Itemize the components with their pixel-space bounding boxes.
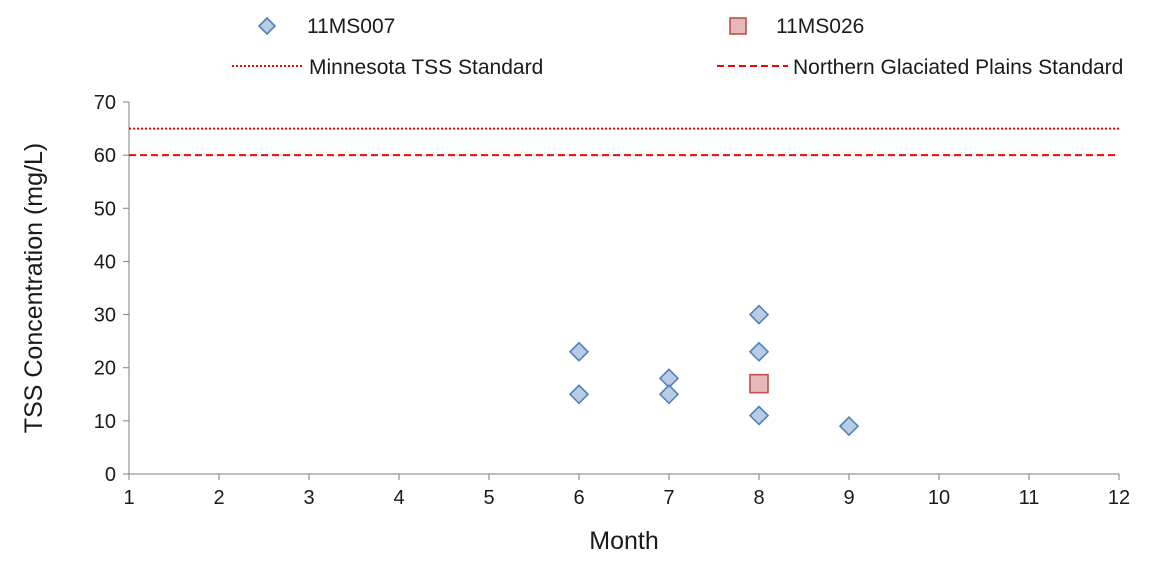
legend-label-11ms026: 11MS026 — [776, 15, 864, 38]
data-point-11ms007 — [568, 384, 590, 405]
x-tick-label: 11 — [1019, 487, 1040, 509]
y-tick-label: 50 — [94, 198, 116, 220]
y-tick-label: 20 — [94, 358, 116, 380]
y-tick-label: 10 — [94, 411, 116, 433]
legend-item-northern-glaciated-plains-standard: Northern Glaciated Plains Standard — [717, 56, 1123, 79]
legend-label-ngp: Northern Glaciated Plains Standard — [793, 56, 1123, 79]
y-axis-title: TSS Concentration (mg/L) — [20, 143, 48, 433]
x-tick-label: 6 — [573, 487, 584, 509]
data-point-11ms007 — [748, 341, 770, 362]
y-tick-label: 0 — [105, 464, 116, 486]
legend-label-minnesota: Minnesota TSS Standard — [309, 56, 543, 79]
y-ticks: 0 10 20 30 40 50 60 70 — [94, 92, 129, 486]
legend: 11MS007 11MS026 Minnesota TSS Standard N… — [232, 15, 1123, 79]
data-point-11ms007 — [658, 384, 680, 405]
y-tick-label: 30 — [94, 305, 116, 327]
x-tick-label: 4 — [393, 487, 404, 509]
x-tick-label: 1 — [123, 487, 134, 509]
data-point-11ms026 — [749, 373, 769, 394]
data-point-11ms007 — [748, 304, 770, 325]
y-tick-label: 60 — [94, 145, 116, 167]
legend-marker-11ms026 — [729, 17, 747, 35]
y-tick-label: 40 — [94, 251, 116, 273]
reference-lines — [129, 127, 1119, 157]
x-tick-label: 3 — [303, 487, 314, 509]
legend-item-11ms026: 11MS026 — [729, 15, 864, 38]
data-point-11ms007 — [838, 416, 860, 437]
data-points — [568, 304, 860, 437]
y-tick-label: 70 — [94, 92, 116, 114]
legend-item-minnesota-tss-standard: Minnesota TSS Standard — [232, 56, 543, 79]
x-tick-label: 2 — [213, 487, 224, 509]
x-tick-label: 7 — [663, 487, 674, 509]
x-tick-label: 5 — [483, 487, 494, 509]
data-point-11ms007 — [568, 341, 590, 362]
legend-label-11ms007: 11MS007 — [307, 15, 395, 38]
legend-item-11ms007: 11MS007 — [257, 15, 395, 38]
x-axis-title: Month — [589, 527, 658, 555]
x-tick-label: 12 — [1108, 487, 1130, 509]
data-point-11ms007 — [748, 405, 770, 426]
legend-marker-11ms007 — [257, 16, 277, 36]
x-tick-label: 10 — [928, 487, 950, 509]
x-tick-label: 8 — [753, 487, 764, 509]
x-tick-label: 9 — [843, 487, 854, 509]
x-ticks: 1 2 3 4 5 6 7 8 9 10 11 12 — [123, 474, 1130, 509]
